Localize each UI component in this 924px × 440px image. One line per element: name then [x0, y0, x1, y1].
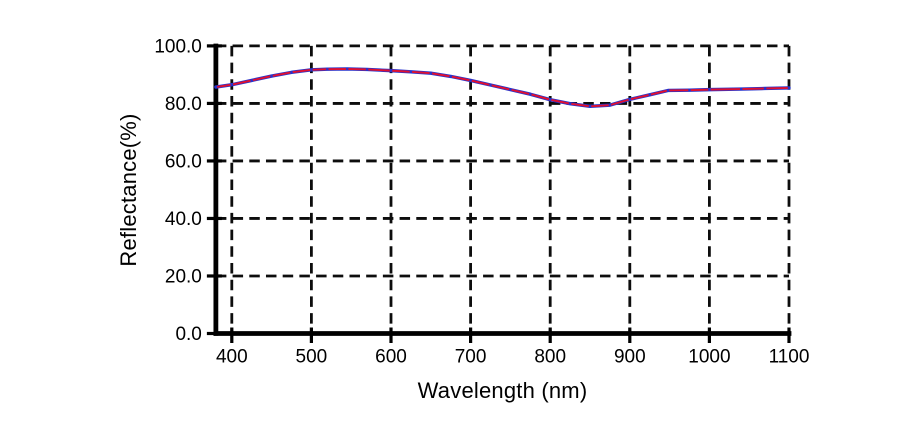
data-point-marker: [787, 86, 791, 90]
y-tick-label-100: 100.0: [154, 36, 202, 57]
data-point-marker: [345, 67, 349, 71]
data-point-marker: [588, 104, 592, 108]
data-point-marker: [548, 98, 552, 101]
data-point-marker: [326, 67, 329, 71]
data-point-marker: [449, 75, 453, 78]
y-axis-title: Reflectance(%): [116, 113, 141, 267]
data-point-marker: [628, 98, 632, 101]
y-tick-label-20: 20.0: [165, 266, 202, 287]
data-point-marker: [666, 89, 670, 92]
data-point-marker: [409, 70, 413, 74]
data-point-marker: [270, 74, 273, 78]
x-tick-label-400: 400: [216, 347, 248, 368]
x-tick-label-800: 800: [534, 347, 566, 368]
y-tick-label-40: 40.0: [165, 209, 202, 230]
data-point-marker: [310, 68, 313, 72]
y-tick-label-0: 0.0: [175, 324, 201, 345]
data-point-marker: [688, 88, 691, 92]
data-point-marker: [529, 92, 532, 96]
data-point-marker: [469, 79, 472, 82]
y-tick-label-60: 60.0: [165, 151, 202, 172]
data-point-marker: [568, 102, 572, 106]
data-point-marker: [509, 88, 512, 91]
data-point-marker: [489, 83, 492, 87]
y-tick-label-80: 80.0: [165, 94, 202, 115]
x-tick-label-1000: 1000: [688, 347, 730, 368]
data-point-marker: [739, 87, 743, 91]
data-point-marker: [608, 103, 612, 107]
x-tick-label-1100: 1100: [769, 347, 810, 368]
data-point-marker: [250, 79, 253, 82]
x-tick-label-600: 600: [375, 347, 407, 368]
data-point-marker: [389, 69, 393, 72]
x-tick-label-700: 700: [455, 347, 487, 368]
data-point-marker: [290, 71, 293, 74]
data-point-marker: [708, 88, 711, 91]
reflectance-curve-red: [214, 67, 790, 108]
x-tick-label-900: 900: [614, 347, 646, 368]
data-point-marker: [365, 68, 369, 71]
data-point-marker: [763, 87, 767, 90]
data-point-marker: [648, 93, 651, 97]
data-point-marker: [214, 85, 218, 89]
x-tick-label-500: 500: [296, 347, 328, 368]
x-axis-title: Wavelength (nm): [417, 378, 588, 403]
data-point-marker: [230, 83, 234, 87]
data-point-marker: [429, 71, 433, 75]
